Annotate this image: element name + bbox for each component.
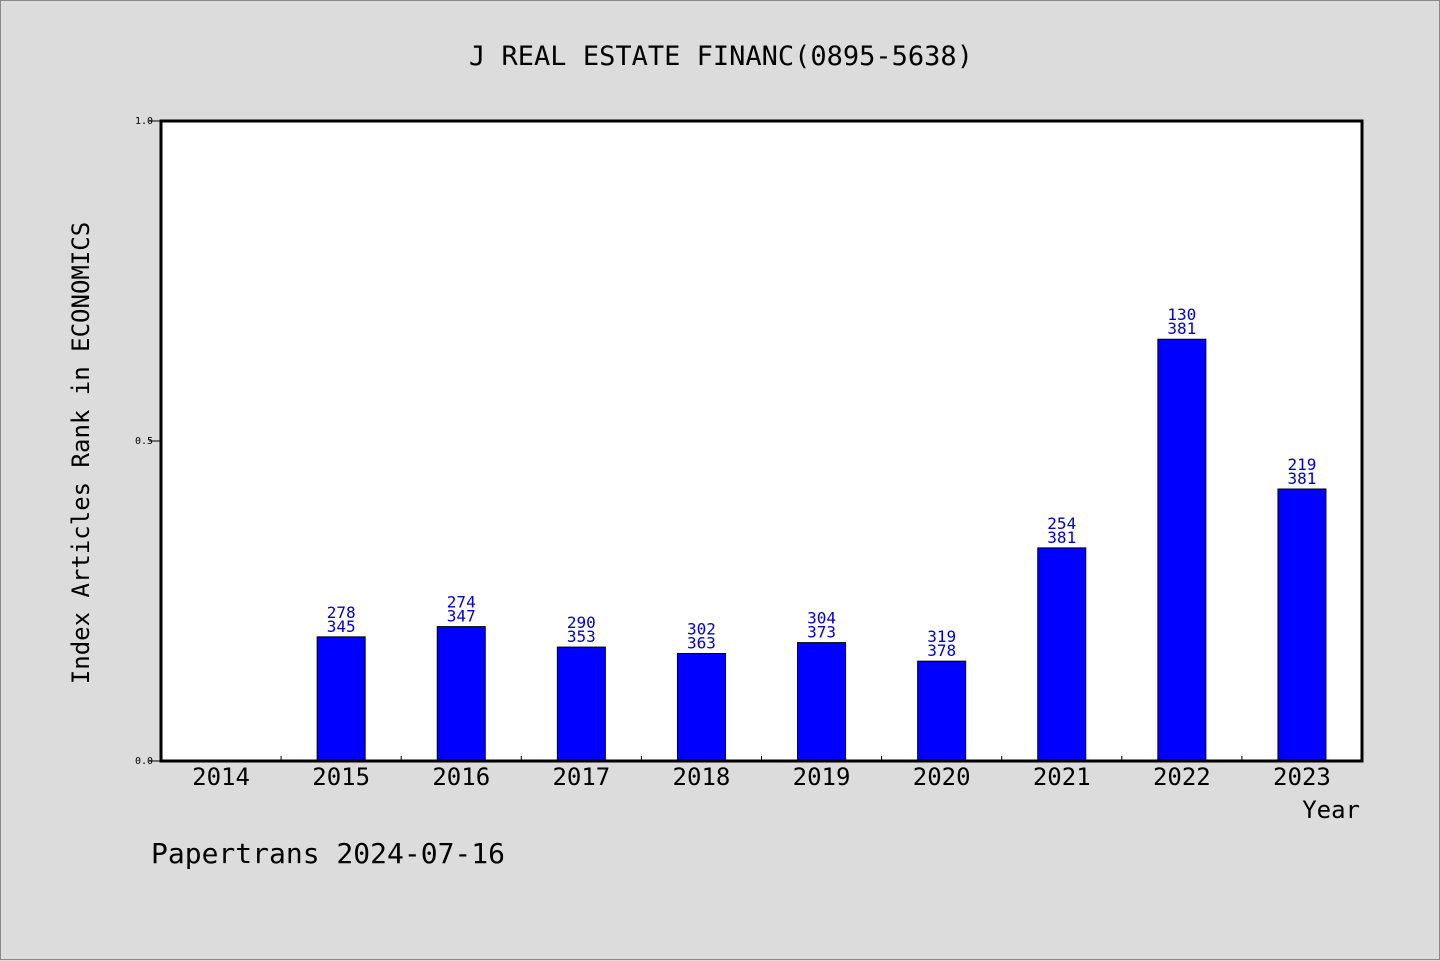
bar-total-label: 381 <box>1167 319 1196 338</box>
bar-total-label: 381 <box>1287 469 1316 488</box>
bar-total-label: 345 <box>327 617 356 636</box>
x-tick-label: 2023 <box>1273 763 1331 791</box>
x-tick-label: 2021 <box>1033 763 1091 791</box>
chart-title: J REAL ESTATE FINANC(0895-5638) <box>469 41 973 72</box>
bar-total-label: 378 <box>927 641 956 660</box>
y-axis-label: Index Articles Rank in ECONOMICS <box>67 222 95 684</box>
bar-total-label: 353 <box>567 627 596 646</box>
bar <box>1037 547 1087 762</box>
bar-total-label: 363 <box>687 633 716 652</box>
bar-rank-label: 219 <box>1287 455 1316 474</box>
bar <box>556 646 606 762</box>
bar-rank-label: 278 <box>327 603 356 622</box>
x-axis-label: Year <box>1302 796 1360 824</box>
bar <box>316 636 366 762</box>
bar <box>917 660 967 762</box>
bar-rank-label: 290 <box>567 613 596 632</box>
x-tick-label: 2018 <box>673 763 731 791</box>
bar <box>1157 338 1207 762</box>
y-tick-label: 0.0 <box>135 756 153 767</box>
bar-rank-label: 304 <box>807 609 836 628</box>
x-tick-label: 2015 <box>312 763 370 791</box>
x-tick-label: 2017 <box>552 763 610 791</box>
y-tick-label: 0.5 <box>135 436 153 447</box>
bar-rank-label: 130 <box>1167 305 1196 324</box>
bar-rank-label: 274 <box>447 593 476 612</box>
x-tick-label: 2014 <box>192 763 250 791</box>
y-tick-label: 1.0 <box>135 116 153 127</box>
bar-rank-label: 254 <box>1047 514 1076 533</box>
bar-rank-label: 319 <box>927 627 956 646</box>
bar-total-label: 381 <box>1047 528 1076 547</box>
bar-total-label: 347 <box>447 607 476 626</box>
bar <box>1277 488 1327 762</box>
x-tick-label: 2022 <box>1153 763 1211 791</box>
x-tick-label: 2019 <box>793 763 851 791</box>
bar-rank-label: 302 <box>687 619 716 638</box>
x-tick-label: 2016 <box>432 763 490 791</box>
footer-credit: Papertrans 2024-07-16 <box>151 837 505 870</box>
x-tick-label: 2020 <box>913 763 971 791</box>
bar <box>676 652 726 762</box>
bar <box>436 626 486 762</box>
bar-total-label: 373 <box>807 623 836 642</box>
bar <box>797 642 847 762</box>
plot-frame <box>159 119 1364 763</box>
